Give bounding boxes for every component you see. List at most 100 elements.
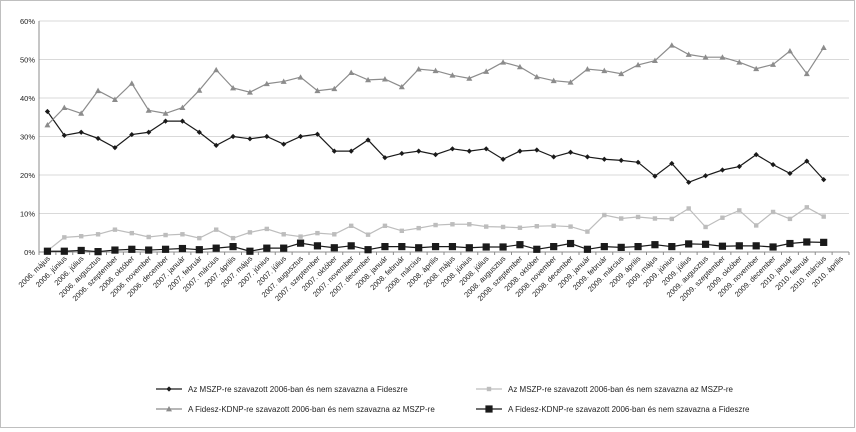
data-point bbox=[399, 150, 405, 157]
data-point bbox=[534, 147, 540, 153]
data-point bbox=[466, 148, 472, 154]
data-point bbox=[264, 133, 270, 140]
data-point bbox=[230, 133, 236, 140]
data-point bbox=[821, 214, 826, 219]
data-point bbox=[517, 148, 523, 154]
data-point bbox=[635, 61, 642, 68]
data-point bbox=[129, 131, 135, 138]
data-point bbox=[347, 242, 355, 250]
data-point bbox=[618, 70, 625, 77]
data-point bbox=[365, 137, 371, 143]
data-point bbox=[281, 232, 286, 237]
data-point bbox=[263, 244, 271, 252]
data-point bbox=[44, 108, 51, 115]
data-point bbox=[432, 67, 439, 74]
data-point bbox=[281, 141, 287, 147]
data-point bbox=[737, 208, 742, 213]
data-point bbox=[213, 142, 219, 148]
data-point bbox=[398, 83, 405, 90]
data-point bbox=[770, 209, 776, 215]
data-point bbox=[567, 149, 574, 155]
data-point bbox=[448, 243, 457, 251]
data-point bbox=[180, 232, 185, 237]
data-point bbox=[330, 244, 338, 252]
data-point bbox=[499, 243, 507, 251]
data-point bbox=[500, 156, 506, 162]
data-point bbox=[178, 244, 187, 253]
data-point bbox=[348, 69, 355, 75]
data-point bbox=[331, 148, 337, 154]
data-point bbox=[95, 232, 101, 237]
data-point bbox=[602, 212, 607, 218]
data-point bbox=[381, 76, 388, 82]
data-point bbox=[483, 146, 489, 152]
data-point bbox=[145, 107, 152, 113]
data-point bbox=[313, 242, 322, 250]
data-point bbox=[129, 230, 135, 236]
data-point bbox=[770, 61, 777, 67]
data-point bbox=[382, 155, 388, 161]
legend-label: A Fidesz-KDNP-re szavazott 2006-ban és n… bbox=[508, 405, 750, 414]
y-tick-label: 20% bbox=[20, 171, 35, 180]
data-point bbox=[769, 243, 777, 251]
data-point bbox=[348, 148, 354, 154]
data-point bbox=[246, 89, 253, 95]
data-point bbox=[617, 243, 625, 251]
data-point bbox=[533, 73, 540, 80]
data-point bbox=[314, 131, 321, 137]
data-point bbox=[450, 222, 455, 227]
data-point bbox=[416, 225, 421, 231]
data-point bbox=[482, 243, 490, 251]
data-point bbox=[702, 173, 709, 179]
data-point bbox=[263, 80, 270, 87]
data-point bbox=[280, 78, 287, 84]
data-point bbox=[94, 248, 102, 256]
data-point bbox=[416, 148, 422, 154]
data-point bbox=[483, 68, 490, 74]
series-0 bbox=[44, 108, 827, 185]
data-point bbox=[213, 227, 219, 232]
data-point bbox=[718, 242, 727, 250]
data-point bbox=[635, 159, 641, 165]
data-point bbox=[467, 222, 472, 227]
legend-label: A Fidesz-KDNP-re szavazott 2006-ban és n… bbox=[188, 405, 435, 414]
data-point bbox=[280, 244, 288, 252]
data-point bbox=[449, 72, 456, 78]
data-point bbox=[213, 66, 220, 73]
data-point bbox=[787, 170, 793, 177]
data-point bbox=[112, 227, 118, 232]
data-point bbox=[296, 239, 305, 247]
data-point bbox=[668, 243, 676, 251]
data-point bbox=[162, 118, 169, 124]
data-point bbox=[381, 243, 389, 251]
legend-item: A Fidesz-KDNP-re szavazott 2006-ban és n… bbox=[156, 405, 435, 414]
data-point bbox=[162, 110, 169, 116]
data-point bbox=[197, 235, 202, 241]
data-point bbox=[820, 44, 827, 50]
data-point bbox=[753, 223, 759, 228]
data-point bbox=[61, 132, 67, 138]
data-point bbox=[753, 65, 760, 72]
data-point bbox=[652, 173, 658, 179]
data-point bbox=[804, 205, 810, 210]
data-point bbox=[95, 135, 101, 142]
y-tick-label: 40% bbox=[20, 94, 35, 103]
data-point bbox=[62, 235, 67, 240]
data-point bbox=[600, 243, 608, 251]
data-point bbox=[550, 77, 557, 84]
data-point bbox=[618, 157, 624, 163]
data-point bbox=[550, 243, 558, 251]
data-point bbox=[651, 57, 658, 64]
data-point bbox=[195, 246, 203, 254]
data-point bbox=[61, 104, 68, 111]
data-point bbox=[566, 239, 575, 248]
data-point bbox=[601, 156, 607, 162]
series-1 bbox=[45, 205, 826, 254]
data-point bbox=[128, 80, 135, 86]
data-point bbox=[635, 214, 641, 220]
data-point bbox=[43, 247, 52, 255]
data-point bbox=[465, 244, 473, 252]
